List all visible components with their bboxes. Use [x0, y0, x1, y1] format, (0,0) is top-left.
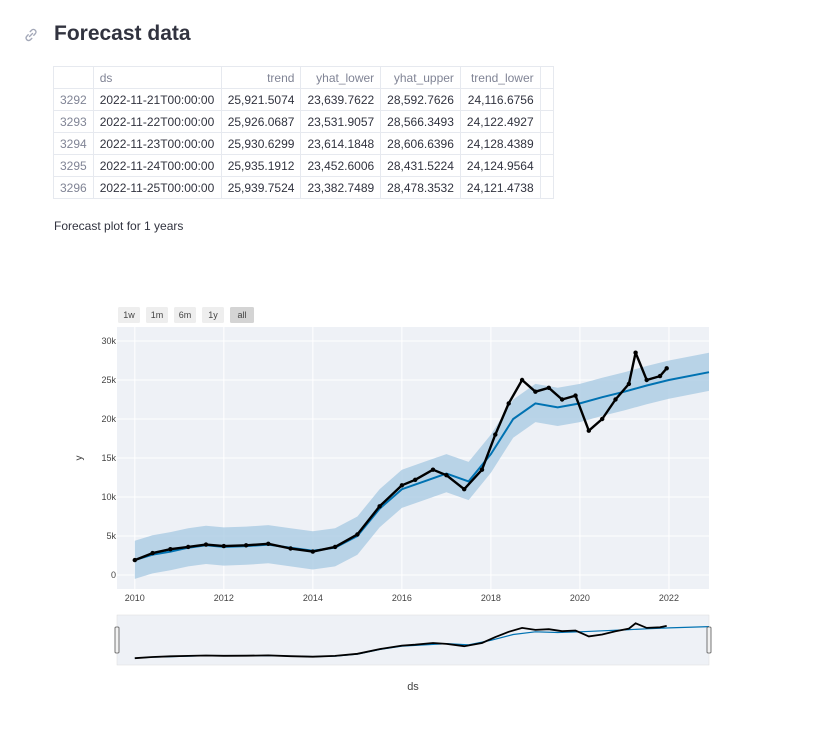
range-button-1m[interactable]: [146, 307, 168, 323]
cell-ds[interactable]: 2022-11-22T00:00:00: [92, 110, 222, 133]
table-header-row: ds trend yhat_lower yhat_upper trend_low…: [53, 66, 554, 89]
cell-more: [539, 176, 554, 199]
cell-trend[interactable]: 25,939.7524: [220, 176, 302, 199]
link-icon[interactable]: [23, 27, 39, 43]
range-button-label[interactable]: 1w: [123, 310, 135, 320]
y-tick-label: 20k: [101, 414, 116, 424]
cell-yhat-upper[interactable]: 28,478.3532: [380, 176, 461, 199]
range-button-6m[interactable]: [174, 307, 196, 323]
dataframe-table[interactable]: ds trend yhat_lower yhat_upper trend_low…: [53, 66, 554, 199]
cell-yhat-upper[interactable]: 28,606.6396: [380, 132, 461, 155]
column-header-yhat-upper[interactable]: yhat_upper: [380, 66, 461, 89]
y-tick-label: 15k: [101, 453, 116, 463]
range-button-label[interactable]: 1m: [151, 310, 164, 320]
cell-yhat-lower[interactable]: 23,382.7489: [300, 176, 382, 199]
range-button-label[interactable]: 6m: [179, 310, 192, 320]
y-tick-label: 30k: [101, 336, 116, 346]
cell-yhat-lower[interactable]: 23,639.7622: [300, 88, 382, 111]
table-row: 3294 2022-11-23T00:00:00 25,930.6299 23,…: [53, 132, 554, 155]
cell-trend-lower[interactable]: 24,124.9564: [459, 154, 541, 177]
column-header-trend-lower[interactable]: trend_lower: [459, 66, 541, 89]
x-tick-label: 2016: [392, 593, 412, 603]
row-index: 3295: [53, 154, 94, 177]
uncertainty-band: [134, 352, 710, 579]
y-axis-label: y: [74, 456, 85, 461]
row-index: 3292: [53, 88, 94, 111]
range-slider-handle-left[interactable]: [114, 626, 120, 654]
cell-trend-lower[interactable]: 24,121.4738: [459, 176, 541, 199]
cell-ds[interactable]: 2022-11-25T00:00:00: [92, 176, 222, 199]
y-tick-label: 25k: [101, 375, 116, 385]
range-button-1w[interactable]: [118, 307, 140, 323]
range-slider-actual-line: [134, 622, 667, 660]
y-tick-label: 0: [111, 570, 116, 580]
row-index: 3293: [53, 110, 94, 133]
y-tick-label: 10k: [101, 492, 116, 502]
x-axis-label: ds: [407, 681, 419, 693]
cell-yhat-upper[interactable]: 28,431.5224: [380, 154, 461, 177]
x-tick-label: 2012: [214, 593, 234, 603]
range-button-label[interactable]: all: [237, 310, 246, 320]
cell-trend-lower[interactable]: 24,128.4389: [459, 132, 541, 155]
cell-yhat-lower[interactable]: 23,531.9057: [300, 110, 382, 133]
row-index: 3296: [53, 176, 94, 199]
table-row: 3292 2022-11-21T00:00:00 25,921.5074 23,…: [53, 88, 554, 111]
cell-trend-lower[interactable]: 24,116.6756: [459, 88, 541, 111]
range-button-1y[interactable]: [202, 307, 224, 323]
y-tick-label: 5k: [106, 531, 116, 541]
range-button-all[interactable]: [230, 307, 254, 323]
cell-trend[interactable]: 25,926.0687: [220, 110, 302, 133]
x-tick-label: 2010: [125, 593, 145, 603]
table-row: 3296 2022-11-25T00:00:00 25,939.7524 23,…: [53, 176, 554, 199]
x-tick-label: 2020: [570, 593, 590, 603]
page-title: Forecast data: [54, 22, 191, 45]
row-index: 3294: [53, 132, 94, 155]
cell-trend-lower[interactable]: 24,122.4927: [459, 110, 541, 133]
x-tick-label: 2014: [303, 593, 323, 603]
range-slider-handle-right[interactable]: [706, 626, 712, 654]
forecast-caption: Forecast plot for 1 years: [54, 219, 184, 233]
range-slider[interactable]: [116, 614, 710, 666]
cell-ds[interactable]: 2022-11-23T00:00:00: [92, 132, 222, 155]
cell-trend[interactable]: 25,921.5074: [220, 88, 302, 111]
range-button-label[interactable]: 1y: [208, 310, 218, 320]
x-tick-label: 2018: [481, 593, 501, 603]
table-row: 3293 2022-11-22T00:00:00 25,926.0687 23,…: [53, 110, 554, 133]
x-tick-label: 2022: [659, 593, 679, 603]
actual-trace: [134, 351, 668, 562]
